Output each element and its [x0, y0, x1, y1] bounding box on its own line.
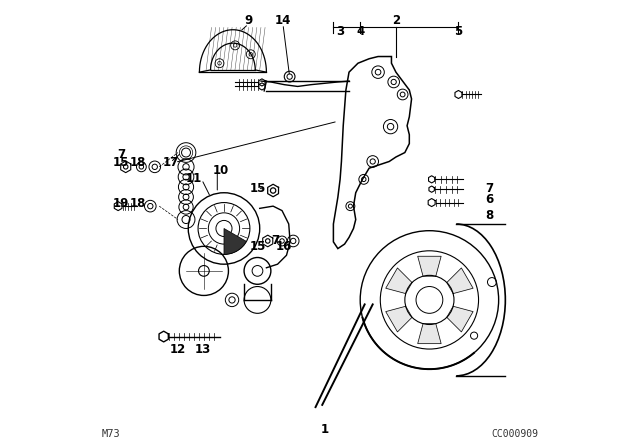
Text: 1: 1	[321, 423, 328, 436]
Text: 19: 19	[113, 198, 129, 211]
Polygon shape	[447, 268, 473, 293]
Text: 5: 5	[454, 26, 463, 39]
Text: 7: 7	[271, 234, 280, 247]
Text: 6: 6	[485, 193, 493, 206]
Text: 10: 10	[212, 164, 229, 177]
Text: 14: 14	[275, 14, 291, 27]
Text: 8: 8	[485, 209, 493, 222]
Polygon shape	[418, 323, 441, 344]
Text: 12: 12	[170, 344, 186, 357]
Text: 17: 17	[163, 156, 179, 169]
Text: 3: 3	[336, 26, 344, 39]
Text: 7: 7	[117, 148, 125, 161]
Text: 18: 18	[130, 198, 147, 211]
Text: 16: 16	[276, 240, 292, 253]
Text: 4: 4	[356, 26, 364, 39]
Text: 11: 11	[186, 172, 202, 185]
Text: 18: 18	[130, 156, 147, 169]
Polygon shape	[418, 256, 441, 276]
Polygon shape	[447, 306, 473, 332]
Polygon shape	[386, 268, 412, 293]
Text: 15: 15	[113, 156, 129, 169]
Text: 2: 2	[392, 14, 400, 27]
Text: 15: 15	[250, 182, 266, 195]
Wedge shape	[224, 228, 246, 254]
Polygon shape	[386, 306, 412, 332]
Text: 7: 7	[485, 182, 493, 195]
Text: M73: M73	[102, 429, 121, 439]
Text: 13: 13	[195, 344, 211, 357]
Text: 15: 15	[250, 240, 266, 253]
Text: CC000909: CC000909	[491, 429, 538, 439]
Text: 9: 9	[244, 14, 253, 27]
